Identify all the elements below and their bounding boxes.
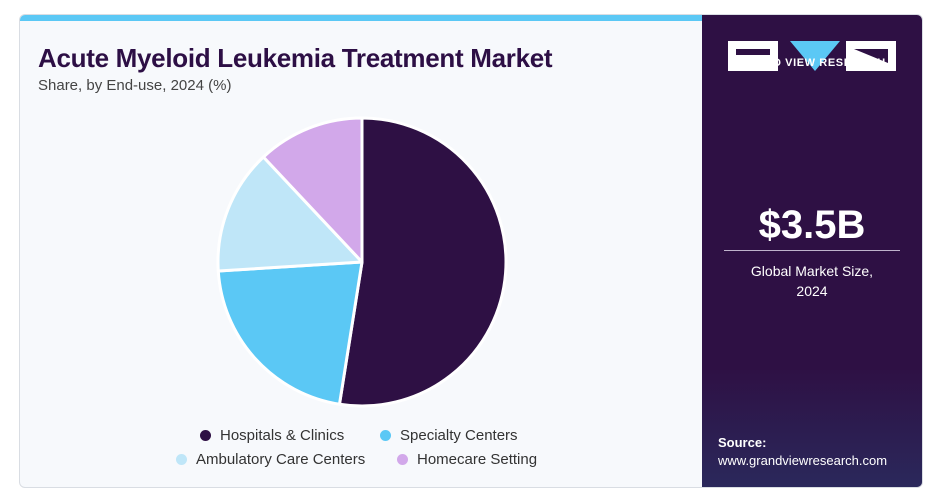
market-size-value: $3.5B	[758, 203, 866, 247]
source-url[interactable]: www.grandviewresearch.com	[718, 453, 888, 468]
legend-swatch-ambulatory	[176, 454, 187, 465]
decorative-grid	[702, 367, 922, 487]
info-panel: GRAND VIEW RESEARCH $3.5B Global Market …	[702, 15, 922, 487]
chart-title: Acute Myeloid Leukemia Treatment Market	[38, 43, 553, 73]
chart-card: Acute Myeloid Leukemia Treatment Market …	[19, 14, 923, 488]
legend-item-homecare: Homecare Setting	[397, 451, 537, 468]
legend-swatch-hospitals	[200, 430, 211, 441]
legend-label-homecare: Homecare Setting	[417, 451, 538, 468]
divider	[724, 250, 900, 251]
legend-swatch-homecare	[397, 454, 408, 465]
legend-label-hospitals: Hospitals & Clinics	[220, 427, 345, 444]
market-size-label-line1: Global Market Size,	[750, 263, 874, 279]
chart-subtitle: Share, by End-use, 2024 (%)	[38, 77, 232, 94]
logo-text: GRAND VIEW RESEARCH	[738, 57, 886, 69]
legend-item-hospitals: Hospitals & Clinics	[200, 427, 344, 444]
source-label: Source:	[718, 435, 767, 450]
pie-chart	[216, 116, 508, 408]
pie-slice-ambulatory	[216, 155, 364, 273]
legend-label-ambulatory: Ambulatory Care Centers	[196, 451, 366, 468]
pie-slice-homecare	[261, 116, 364, 264]
pie-slice-hospitals	[337, 116, 508, 408]
legend-item-specialty: Specialty Centers	[380, 427, 518, 444]
market-size-label-line2: 2024	[796, 283, 828, 299]
accent-bar	[20, 15, 702, 21]
legend-swatch-specialty	[380, 430, 391, 441]
chart-panel: Acute Myeloid Leukemia Treatment Market …	[20, 15, 702, 487]
legend-label-specialty: Specialty Centers	[400, 427, 518, 444]
pie-slice-specialty	[216, 260, 364, 406]
market-size-label: Global Market Size, 2024	[702, 261, 922, 301]
legend-item-ambulatory: Ambulatory Care Centers	[176, 451, 365, 468]
grand-view-research-logo	[728, 41, 896, 71]
